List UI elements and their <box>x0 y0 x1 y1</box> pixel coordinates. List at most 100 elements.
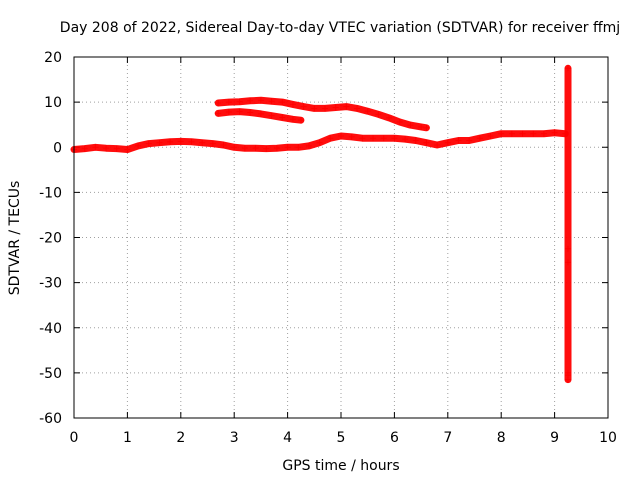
data-point <box>188 138 195 145</box>
grid <box>74 57 608 418</box>
data-series <box>70 129 569 153</box>
data-point <box>268 98 275 105</box>
data-point <box>92 144 99 151</box>
data-point <box>540 130 547 137</box>
x-tick-label: 9 <box>550 430 559 446</box>
x-axis-label: GPS time / hours <box>282 458 399 474</box>
data-point <box>564 65 571 72</box>
data-point <box>332 104 339 111</box>
data-point <box>257 110 264 117</box>
chart-title: Day 208 of 2022, Sidereal Day-to-day VTE… <box>60 20 620 36</box>
y-tick-label: -20 <box>39 231 62 247</box>
data-point <box>135 142 142 149</box>
data-point <box>305 142 312 149</box>
y-tick-label: -50 <box>39 366 62 382</box>
data-point <box>386 114 393 121</box>
data-point <box>508 130 515 137</box>
data-point <box>247 109 254 116</box>
axis-ticks: 0 1 2 3 4 5 6 7 8 9 10 -60 -50 -40 -30 -20 -10 0 10 20 <box>39 50 617 446</box>
x-tick-label: 0 <box>70 430 79 446</box>
x-tick-label: 1 <box>123 430 132 446</box>
data-point <box>396 118 403 125</box>
data-point <box>370 135 377 142</box>
data-point <box>300 103 307 110</box>
data-series <box>564 64 572 384</box>
x-tick-label: 3 <box>230 430 239 446</box>
data-point <box>289 116 296 123</box>
data-point <box>279 99 286 106</box>
data-point <box>423 139 430 146</box>
data-point <box>279 114 286 121</box>
data-point <box>215 100 222 107</box>
y-tick-label: -30 <box>39 276 62 292</box>
x-tick-label: 5 <box>337 430 346 446</box>
data-point <box>241 145 248 152</box>
y-tick-label: 10 <box>44 95 62 111</box>
plot-frame <box>73 56 609 419</box>
y-tick-label: -10 <box>39 185 62 201</box>
data-point <box>348 133 355 140</box>
data-point <box>247 97 254 104</box>
data-point <box>297 117 304 124</box>
data-point <box>498 130 505 137</box>
data-point <box>444 139 451 146</box>
y-tick-label: -40 <box>39 321 62 337</box>
data-point <box>220 141 227 148</box>
data-point <box>434 141 441 148</box>
data-point <box>177 138 184 145</box>
data-point <box>380 135 387 142</box>
data-point <box>418 123 425 130</box>
data-point <box>225 99 232 106</box>
data-point <box>455 137 462 144</box>
data-point <box>364 108 371 115</box>
data-point <box>530 130 537 137</box>
data-point <box>236 98 243 105</box>
data-point <box>273 145 280 152</box>
data-point <box>476 135 483 142</box>
y-tick-label: -60 <box>39 411 62 427</box>
data-point <box>257 97 264 104</box>
y-axis-label: SDTVAR / TECUs <box>7 181 23 296</box>
data-point <box>354 105 361 112</box>
data-point <box>263 145 270 152</box>
data-point <box>338 132 344 139</box>
data-point <box>199 139 206 146</box>
data-band <box>214 108 305 124</box>
data-point <box>156 139 163 146</box>
data-point <box>564 376 571 383</box>
data-point <box>391 135 398 142</box>
data-point <box>343 103 350 110</box>
data-point <box>327 135 334 142</box>
data-point <box>236 108 243 115</box>
x-tick-label: 6 <box>390 430 399 446</box>
data-point <box>564 259 571 266</box>
data-point <box>284 144 291 151</box>
data-point <box>113 145 120 152</box>
data-point <box>423 124 430 131</box>
data-point <box>519 130 526 137</box>
data-point <box>564 245 571 252</box>
data-points <box>70 64 572 384</box>
y-tick-label: 0 <box>53 140 62 156</box>
x-tick-label: 4 <box>283 430 292 446</box>
data-point <box>311 105 318 112</box>
data-point <box>124 146 131 153</box>
data-point <box>316 139 323 146</box>
data-point <box>321 105 328 112</box>
data-point <box>225 109 232 116</box>
data-point <box>407 122 414 129</box>
data-point <box>375 111 382 118</box>
data-point <box>412 137 419 144</box>
y-tick-label: 20 <box>44 50 62 66</box>
x-tick-label: 7 <box>443 430 452 446</box>
x-tick-label: 8 <box>497 430 506 446</box>
data-series <box>214 96 430 132</box>
data-point <box>145 140 152 147</box>
data-point <box>551 129 558 136</box>
data-point <box>295 144 302 151</box>
data-point <box>268 112 275 119</box>
data-series <box>214 108 305 124</box>
data-point <box>466 137 473 144</box>
data-point <box>359 135 366 142</box>
